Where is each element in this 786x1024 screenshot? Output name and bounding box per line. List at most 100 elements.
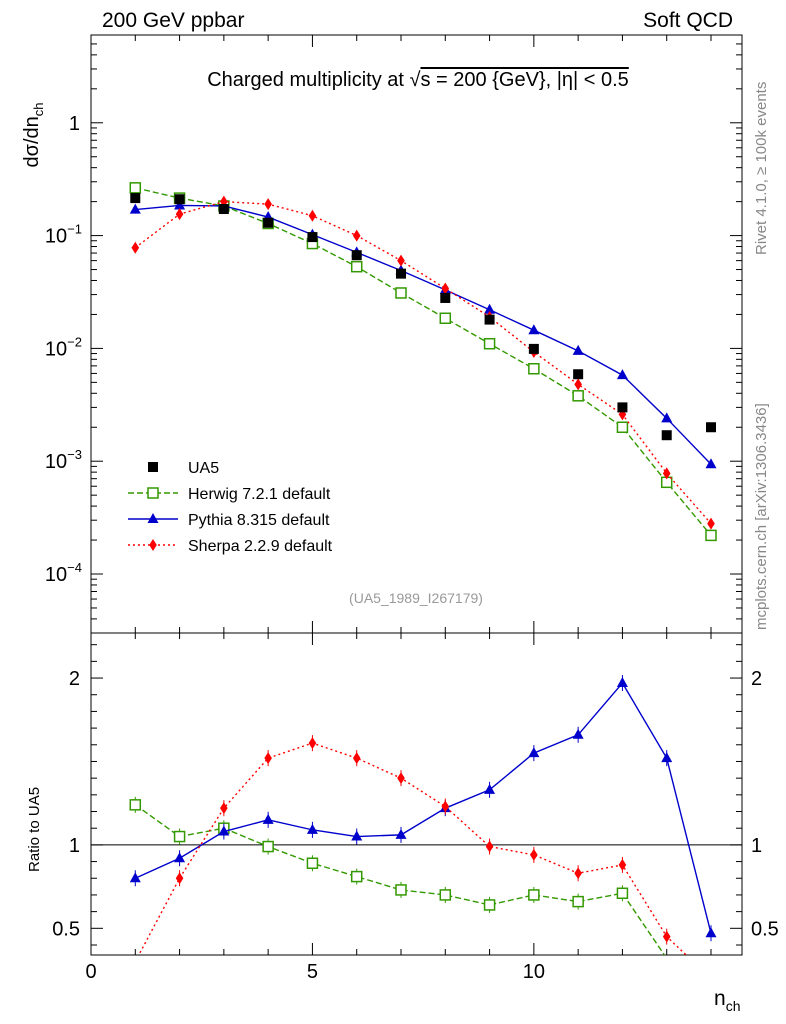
- herwig-point: [572, 390, 584, 402]
- herwig-ratio-point: [306, 857, 319, 869]
- ratio-tick-label: 0.5: [52, 918, 80, 940]
- herwig-ratio-point: [262, 840, 274, 853]
- pythia-ratio-point: [705, 927, 717, 938]
- herwig-point: [129, 182, 142, 194]
- ratio-tick-label: 2: [69, 668, 80, 690]
- herwig-ratio-point: [439, 889, 452, 901]
- sherpa-point: [308, 209, 317, 222]
- herwig-ratio-line: [134, 804, 666, 955]
- sherpa-point: [131, 241, 140, 254]
- ratio-tick-label-right: 1: [751, 835, 762, 857]
- sherpa-point: [175, 208, 184, 221]
- pythia-point: [174, 199, 186, 210]
- pythia-point: [129, 203, 141, 214]
- herwig-ratio-point: [483, 899, 496, 911]
- series-layer: [129, 182, 717, 955]
- pythia-ratio-point: [306, 823, 318, 834]
- herwig-point: [483, 337, 496, 350]
- sherpa-ratio-point: [220, 802, 228, 815]
- ua5-point: [218, 204, 229, 215]
- pythia-ratio-point: [174, 852, 186, 863]
- sherpa-point: [264, 198, 272, 211]
- herwig-point: [395, 287, 407, 299]
- y-tick-label: 10−3: [45, 447, 82, 473]
- ua5-point: [263, 217, 274, 228]
- ratio-y-axis-label: Ratio to UA5: [26, 787, 43, 872]
- sherpa-ratio-point: [662, 930, 671, 943]
- y-tick-label: 10−1: [45, 222, 82, 248]
- pythia-ratio-point: [129, 872, 141, 883]
- pythia-ratio-point: [395, 828, 407, 839]
- pythia-point: [661, 412, 673, 423]
- sherpa-ratio-point: [352, 752, 361, 765]
- ua5-point: [484, 314, 495, 325]
- ua5-point: [706, 422, 716, 433]
- pythia-ratio-point: [351, 830, 363, 841]
- sherpa-ratio-line: [138, 742, 688, 955]
- y-tick-label: 10−4: [45, 560, 82, 586]
- ua5-point: [528, 343, 539, 354]
- legend-marker: [147, 513, 159, 523]
- legend-label: Sherpa 2.2.9 default: [188, 538, 333, 555]
- analysis-label: (UA5_1989_I267179): [349, 590, 483, 606]
- ua5-point: [573, 369, 584, 380]
- legend-label: UA5: [188, 460, 219, 477]
- ua5-point: [617, 402, 628, 413]
- sherpa-point: [707, 517, 715, 530]
- pythia-point: [616, 369, 628, 380]
- ua5-point: [396, 268, 406, 279]
- ratio-tick-label-right: 2: [751, 668, 762, 690]
- sherpa-point: [397, 254, 405, 267]
- ua5-point: [661, 430, 672, 441]
- pythia-ratio-point: [616, 677, 628, 688]
- sherpa-ratio-point: [485, 840, 494, 853]
- herwig-line: [135, 187, 712, 536]
- pythia-ratio-point: [572, 728, 584, 739]
- sherpa-line: [134, 200, 712, 525]
- header-right: Soft QCD: [643, 9, 733, 32]
- legend-marker: [148, 462, 158, 472]
- sherpa-ratio-point: [175, 872, 184, 885]
- ratio-tick-label-right: 0.5: [751, 918, 779, 940]
- herwig-ratio-point: [350, 870, 363, 883]
- sherpa-point: [352, 229, 361, 242]
- y-tick-label: 10−2: [45, 334, 82, 360]
- x-tick-label: 0: [85, 961, 96, 983]
- rivet-label: Rivet 4.1.0, ≥ 100k events: [753, 82, 770, 255]
- sherpa-ratio-point: [441, 800, 450, 813]
- chart-title: Charged multiplicity at √s = 200 {GeV}, …: [207, 69, 629, 91]
- pythia-ratio-point: [484, 783, 496, 794]
- pythia-ratio-point: [218, 825, 230, 836]
- pythia-ratio-point: [528, 747, 540, 758]
- x-tick-label: 10: [523, 961, 545, 983]
- pythia-ratio-point: [661, 752, 673, 763]
- sherpa-ratio-point: [574, 867, 582, 880]
- sherpa-point: [618, 408, 627, 421]
- sherpa-ratio-point: [530, 848, 538, 861]
- ratio-tick-label: 1: [69, 835, 80, 857]
- sherpa-ratio-point: [397, 772, 405, 785]
- herwig-ratio-point: [572, 895, 584, 908]
- pythia-ratio-point: [262, 813, 274, 824]
- herwig-ratio-point: [616, 887, 629, 900]
- sherpa-ratio-point: [264, 752, 272, 765]
- ua5-point: [130, 193, 141, 204]
- ua5-point: [307, 232, 318, 243]
- ua5-point: [174, 194, 185, 205]
- x-axis-label: nch: [714, 987, 740, 1014]
- herwig-point: [616, 421, 629, 433]
- herwig-ratio-point: [129, 799, 142, 811]
- ua5-point: [351, 250, 362, 261]
- ratio-series-group: [129, 675, 717, 955]
- sherpa-point: [662, 467, 671, 480]
- mcplots-label: mcplots.cern.ch [arXiv:1306.3436]: [753, 403, 770, 630]
- ratio-panel-frame: [90, 632, 743, 956]
- ua5-point: [440, 292, 451, 303]
- herwig-point: [439, 312, 452, 325]
- header-left: 200 GeV ppbar: [102, 9, 244, 32]
- y-tick-label: 1: [69, 113, 80, 135]
- herwig-point: [350, 260, 363, 273]
- pythia-point: [572, 344, 584, 355]
- legend: UA5 Herwig 7.2.1 default Pythia 8.315 defa…: [128, 460, 333, 555]
